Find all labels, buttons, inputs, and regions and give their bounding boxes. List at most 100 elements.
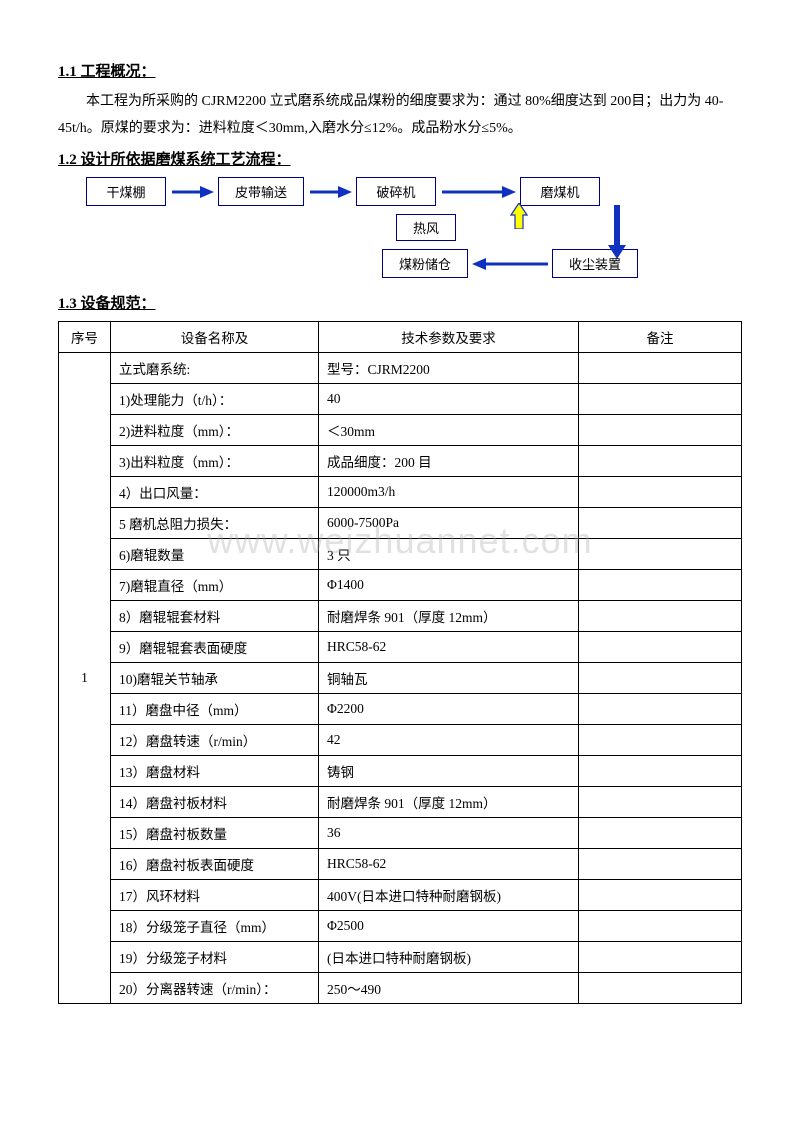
group-number: 1: [59, 353, 111, 1004]
table-row: 9）磨辊辊套表面硬度HRC58-62: [59, 632, 742, 663]
cell-param: 250～490: [319, 973, 579, 1004]
cell-param: HRC58-62: [319, 632, 579, 663]
cell-name: 19）分级笼子材料: [111, 942, 319, 973]
table-row: 4）出口风量：120000m3/h: [59, 477, 742, 508]
table-row: 1)处理能力（t/h）：40: [59, 384, 742, 415]
cell-name: 4）出口风量：: [111, 477, 319, 508]
cell-note: [579, 663, 742, 694]
cell-name: 15）磨盘衬板数量: [111, 818, 319, 849]
spec-table: 序号 设备名称及 技术参数及要求 备注 1立式磨系统:型号：CJRM22001)…: [58, 321, 742, 1004]
cell-name: 8）磨辊辊套材料: [111, 601, 319, 632]
flow-node-6: 煤粉储仓: [382, 249, 468, 278]
cell-name: 9）磨辊辊套表面硬度: [111, 632, 319, 663]
cell-note: [579, 353, 742, 384]
cell-note: [579, 384, 742, 415]
heading-1-3: 1.3 设备规范：: [58, 292, 742, 313]
cell-param: 120000m3/h: [319, 477, 579, 508]
cell-name: 14）磨盘衬板材料: [111, 787, 319, 818]
cell-note: [579, 694, 742, 725]
arrow-right-icon: [308, 184, 352, 200]
cell-name: 18）分级笼子直径（mm）: [111, 911, 319, 942]
cell-param: 铸钢: [319, 756, 579, 787]
cell-name: 1)处理能力（t/h）：: [111, 384, 319, 415]
cell-note: [579, 725, 742, 756]
table-row: 15）磨盘衬板数量36: [59, 818, 742, 849]
cell-note: [579, 756, 742, 787]
cell-note: [579, 508, 742, 539]
cell-note: [579, 570, 742, 601]
cell-note: [579, 942, 742, 973]
cell-name: 11）磨盘中径（mm）: [111, 694, 319, 725]
table-row: 13）磨盘材料铸钢: [59, 756, 742, 787]
cell-param: 400V(日本进口特种耐磨钢板): [319, 880, 579, 911]
table-row: 6)磨辊数量3 只: [59, 539, 742, 570]
table-row: 19）分级笼子材料(日本进口特种耐磨钢板): [59, 942, 742, 973]
cell-name: 16）磨盘衬板表面硬度: [111, 849, 319, 880]
cell-param: HRC58-62: [319, 849, 579, 880]
cell-name: 2)进料粒度（mm）：: [111, 415, 319, 446]
table-row: 5 磨机总阻力损失：6000-7500Pa: [59, 508, 742, 539]
cell-note: [579, 818, 742, 849]
cell-param: Φ2500: [319, 911, 579, 942]
cell-name: 5 磨机总阻力损失：: [111, 508, 319, 539]
flow-node-1: 干煤棚: [86, 177, 166, 206]
flow-node-2: 皮带输送: [218, 177, 304, 206]
th-name: 设备名称及: [111, 322, 319, 353]
cell-param: (日本进口特种耐磨钢板): [319, 942, 579, 973]
cell-param: 成品细度：200 目: [319, 446, 579, 477]
cell-note: [579, 632, 742, 663]
cell-param: 6000-7500Pa: [319, 508, 579, 539]
cell-param: 36: [319, 818, 579, 849]
heading-1-1: 1.1 工程概况：: [58, 60, 742, 81]
heading-1-2: 1.2 设计所依据磨煤系统工艺流程：: [58, 148, 742, 169]
table-header-row: 序号 设备名称及 技术参数及要求 备注: [59, 322, 742, 353]
cell-param: 42: [319, 725, 579, 756]
cell-param: 型号：CJRM2200: [319, 353, 579, 384]
cell-note: [579, 880, 742, 911]
cell-name: 10)磨辊关节轴承: [111, 663, 319, 694]
table-row: 12）磨盘转速（r/min）42: [59, 725, 742, 756]
table-row: 18）分级笼子直径（mm）Φ2500: [59, 911, 742, 942]
cell-name: 3)出料粒度（mm）：: [111, 446, 319, 477]
th-param: 技术参数及要求: [319, 322, 579, 353]
cell-param: ＜30mm: [319, 415, 579, 446]
table-row: 7)磨辊直径（mm）Φ1400: [59, 570, 742, 601]
table-row: 2)进料粒度（mm）：＜30mm: [59, 415, 742, 446]
flow-node-4: 磨煤机: [520, 177, 600, 206]
cell-name: 立式磨系统:: [111, 353, 319, 384]
cell-note: [579, 911, 742, 942]
cell-param: Φ1400: [319, 570, 579, 601]
cell-note: [579, 849, 742, 880]
arrow-left-icon: [472, 256, 548, 272]
th-note: 备注: [579, 322, 742, 353]
cell-param: 铜轴瓦: [319, 663, 579, 694]
th-num: 序号: [59, 322, 111, 353]
cell-note: [579, 477, 742, 508]
flowchart: 干煤棚 皮带输送 破碎机 磨煤机 热风 煤粉储仓 收尘装置: [86, 177, 742, 278]
table-row: 16）磨盘衬板表面硬度HRC58-62: [59, 849, 742, 880]
cell-param: 耐磨焊条 901（厚度 12mm）: [319, 787, 579, 818]
arrow-right-icon: [440, 184, 516, 200]
cell-name: 12）磨盘转速（r/min）: [111, 725, 319, 756]
cell-note: [579, 973, 742, 1004]
cell-note: [579, 446, 742, 477]
cell-name: 13）磨盘材料: [111, 756, 319, 787]
cell-param: Φ2200: [319, 694, 579, 725]
table-row: 14）磨盘衬板材料耐磨焊条 901（厚度 12mm）: [59, 787, 742, 818]
table-row: 3)出料粒度（mm）：成品细度：200 目: [59, 446, 742, 477]
table-row: 17）风环材料400V(日本进口特种耐磨钢板): [59, 880, 742, 911]
arrow-up-icon: [510, 203, 528, 234]
cell-note: [579, 787, 742, 818]
cell-name: 7)磨辊直径（mm）: [111, 570, 319, 601]
cell-note: [579, 539, 742, 570]
table-row: 11）磨盘中径（mm）Φ2200: [59, 694, 742, 725]
cell-param: 3 只: [319, 539, 579, 570]
arrow-down-icon: [608, 205, 626, 264]
cell-note: [579, 601, 742, 632]
table-row: 20）分离器转速（r/min）：250～490: [59, 973, 742, 1004]
flow-node-5: 热风: [396, 214, 456, 241]
arrow-right-icon: [170, 184, 214, 200]
body-1-1: 本工程为所采购的 CJRM2200 立式磨系统成品煤粉的细度要求为：通过 80%…: [58, 89, 742, 142]
flow-node-3: 破碎机: [356, 177, 436, 206]
cell-note: [579, 415, 742, 446]
